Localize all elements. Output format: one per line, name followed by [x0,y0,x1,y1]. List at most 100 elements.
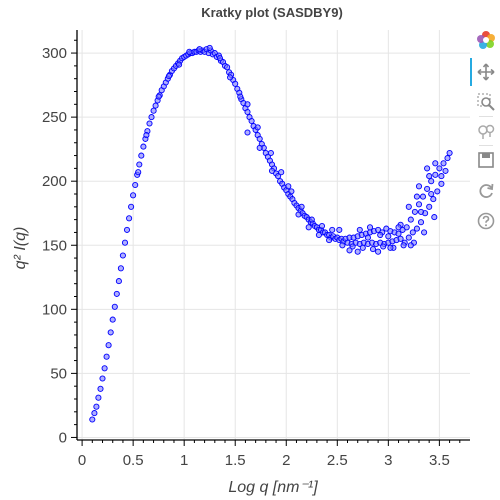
data-point [97,385,104,392]
bokeh-logo-icon[interactable] [476,30,496,50]
data-point [356,226,363,233]
data-point [339,242,346,249]
data-point [326,237,333,244]
data-point [295,211,302,218]
data-point [152,102,159,109]
active-tool-indicator [470,58,472,86]
data-point [138,152,145,159]
data-point [305,224,312,231]
data-point [318,222,326,230]
data-point [165,73,172,80]
data-point [256,144,263,151]
data-point [359,244,366,251]
data-point [117,265,124,272]
data-point [411,208,418,215]
x-axis-label: Log q [nm⁻¹] [228,479,318,496]
x-tick-label: 0 [78,452,86,469]
data-point [111,303,118,310]
data-point [113,290,120,297]
data-point [150,107,157,114]
y-tick-label: 0 [59,429,67,446]
data-point [315,231,322,239]
data-point [349,243,356,250]
y-tick-label: 100 [42,301,67,318]
data-point [128,203,135,210]
data-point [119,252,126,259]
data-point [432,160,439,167]
box-zoom-icon[interactable] [476,92,496,112]
data-point [369,246,377,253]
data-point [285,183,292,190]
data-point [409,229,416,236]
data-point [346,247,353,254]
data-point [109,316,116,323]
data-point [336,226,343,233]
data-point [436,165,443,172]
data-point [176,61,183,68]
data-point [91,410,98,417]
data-point [103,353,110,360]
reset-icon[interactable] [476,181,496,201]
x-tick-label: 2.5 [327,452,348,469]
data-point [140,143,147,150]
data-point [421,229,428,236]
wheel-zoom-icon[interactable] [476,121,496,141]
data-point [107,329,114,336]
y-tick-label: 300 [42,45,67,62]
data-point [434,188,441,195]
data-point [354,248,361,255]
save-icon[interactable] [476,150,496,170]
data-point [196,46,203,53]
data-point [446,149,453,157]
data-point [438,173,445,180]
data-point [244,101,251,108]
pan-icon[interactable] [476,62,496,82]
data-point [387,244,394,251]
data-point [308,216,315,223]
data-point [419,193,427,200]
toolbar-divider [479,145,493,146]
data-point [155,93,162,100]
data-point [426,203,433,210]
data-point [417,219,425,226]
data-point [148,114,155,121]
data-point [93,403,100,410]
data-point [413,225,420,232]
data-point [244,108,251,116]
data-point [329,226,336,233]
data-point [407,242,414,249]
y-tick-label: 200 [42,173,67,190]
data-point [442,167,449,174]
data-point [216,55,223,62]
data-point [440,160,447,167]
data-point [417,208,425,215]
x-tick-label: 0.5 [123,452,144,469]
help-icon[interactable] [476,211,496,231]
data-point [206,44,213,51]
data-point [237,93,244,100]
x-tick-label: 1.5 [225,452,246,469]
y-tick-label: 50 [50,365,67,382]
data-point [135,169,142,176]
data-point [123,226,131,233]
x-tick-label: 3.5 [429,452,450,469]
data-point [101,365,108,372]
data-point [426,173,433,180]
plot-toolbar [470,28,500,268]
data-point [126,215,133,222]
data-point [395,224,402,231]
data-point [267,149,274,157]
x-tick-label: 2 [282,452,290,469]
grid [77,30,470,440]
data-point [278,169,285,176]
data-point [227,74,234,81]
data-point [130,192,137,199]
data-point [186,48,193,55]
data-point [375,248,382,255]
data-point [385,233,392,240]
data-point [232,80,239,87]
data-point [105,342,112,349]
data-point [415,183,423,190]
data-point [121,239,129,246]
